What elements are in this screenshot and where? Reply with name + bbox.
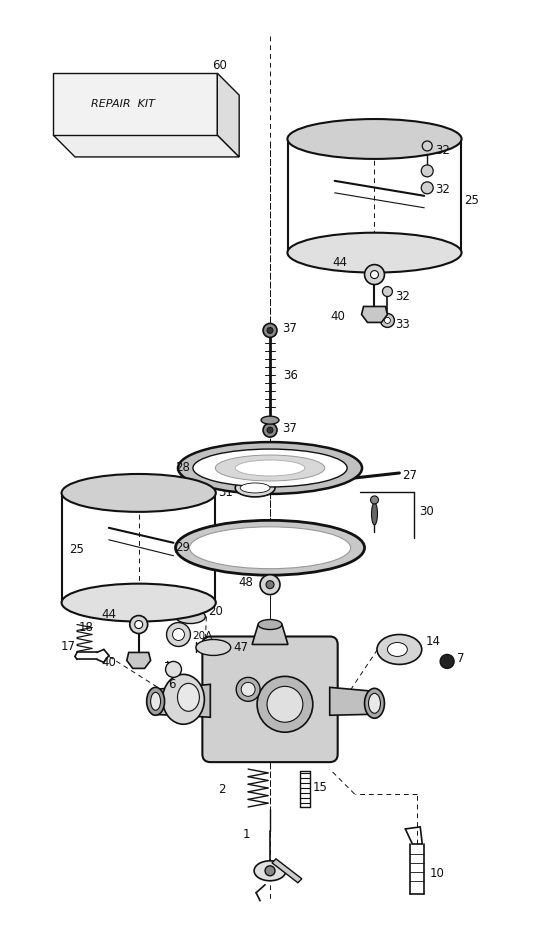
Text: 48: 48: [238, 576, 253, 589]
Text: 10: 10: [429, 868, 444, 880]
Polygon shape: [217, 73, 239, 157]
Ellipse shape: [365, 688, 384, 718]
Text: 15: 15: [313, 781, 328, 794]
Ellipse shape: [150, 692, 160, 711]
Ellipse shape: [377, 635, 422, 665]
Text: 28: 28: [176, 462, 191, 474]
Circle shape: [384, 318, 390, 324]
Text: 32: 32: [395, 290, 410, 303]
Ellipse shape: [61, 474, 216, 511]
Text: 20: 20: [208, 605, 223, 618]
Ellipse shape: [235, 479, 275, 496]
Ellipse shape: [196, 640, 231, 655]
Text: 17: 17: [61, 640, 76, 653]
Circle shape: [421, 181, 433, 194]
Ellipse shape: [368, 694, 380, 713]
Circle shape: [265, 866, 275, 876]
Text: 44: 44: [101, 608, 116, 621]
Ellipse shape: [163, 674, 204, 725]
Polygon shape: [53, 135, 239, 157]
Ellipse shape: [61, 583, 216, 622]
Circle shape: [371, 270, 378, 279]
Text: 6: 6: [169, 678, 176, 691]
Polygon shape: [272, 859, 302, 883]
Polygon shape: [153, 684, 210, 717]
Text: 27: 27: [402, 469, 417, 482]
Circle shape: [380, 313, 394, 327]
Circle shape: [267, 686, 303, 722]
Circle shape: [267, 327, 273, 334]
Text: 33: 33: [395, 318, 410, 331]
Circle shape: [257, 676, 313, 732]
Text: 32: 32: [435, 144, 450, 157]
Text: 25: 25: [69, 543, 84, 556]
Ellipse shape: [372, 503, 378, 525]
Ellipse shape: [176, 521, 365, 575]
Text: 14: 14: [425, 635, 440, 648]
Text: 31: 31: [219, 486, 233, 499]
Ellipse shape: [147, 687, 165, 715]
Ellipse shape: [235, 460, 305, 476]
Ellipse shape: [254, 861, 286, 881]
Text: 25: 25: [464, 194, 479, 208]
Text: 37: 37: [282, 322, 297, 335]
Text: 36: 36: [283, 368, 298, 381]
Circle shape: [172, 628, 184, 640]
Circle shape: [135, 621, 143, 628]
Ellipse shape: [193, 449, 347, 487]
Text: 40: 40: [101, 656, 116, 669]
Text: 44: 44: [333, 256, 348, 269]
Text: 30: 30: [419, 506, 434, 518]
Circle shape: [267, 427, 273, 433]
Polygon shape: [252, 625, 288, 644]
Circle shape: [166, 661, 182, 677]
Circle shape: [266, 581, 274, 589]
Ellipse shape: [240, 483, 270, 493]
Circle shape: [130, 615, 148, 634]
Ellipse shape: [288, 233, 462, 273]
Text: 7: 7: [164, 661, 171, 674]
Circle shape: [263, 424, 277, 437]
Ellipse shape: [288, 119, 462, 159]
Text: 40: 40: [330, 309, 345, 323]
Circle shape: [241, 683, 255, 697]
Text: 32: 32: [435, 183, 450, 196]
Polygon shape: [330, 687, 374, 715]
Polygon shape: [127, 653, 150, 669]
Text: 2: 2: [219, 783, 226, 796]
FancyBboxPatch shape: [203, 637, 338, 762]
Text: 60: 60: [212, 59, 227, 72]
Circle shape: [371, 496, 378, 504]
Text: REPAIR  KIT: REPAIR KIT: [91, 99, 155, 109]
Text: 18: 18: [79, 621, 94, 634]
Text: 20A: 20A: [192, 631, 212, 641]
Circle shape: [263, 324, 277, 338]
Circle shape: [422, 141, 432, 151]
Text: 7: 7: [457, 652, 464, 665]
Text: 29: 29: [176, 541, 191, 554]
Ellipse shape: [215, 455, 325, 481]
Ellipse shape: [189, 526, 351, 568]
Ellipse shape: [261, 416, 279, 424]
Circle shape: [260, 575, 280, 595]
Polygon shape: [53, 73, 217, 135]
Circle shape: [421, 165, 433, 177]
Ellipse shape: [178, 442, 362, 494]
Ellipse shape: [177, 683, 199, 712]
Circle shape: [166, 623, 191, 646]
Text: 47: 47: [233, 641, 248, 654]
Text: 37: 37: [282, 422, 297, 435]
Circle shape: [383, 286, 393, 296]
Ellipse shape: [176, 610, 205, 624]
Ellipse shape: [265, 328, 275, 333]
Polygon shape: [362, 307, 388, 323]
Circle shape: [365, 265, 384, 284]
Text: 1: 1: [243, 828, 251, 842]
Ellipse shape: [388, 642, 407, 656]
Ellipse shape: [258, 620, 282, 629]
Circle shape: [236, 677, 260, 701]
Circle shape: [440, 654, 454, 669]
